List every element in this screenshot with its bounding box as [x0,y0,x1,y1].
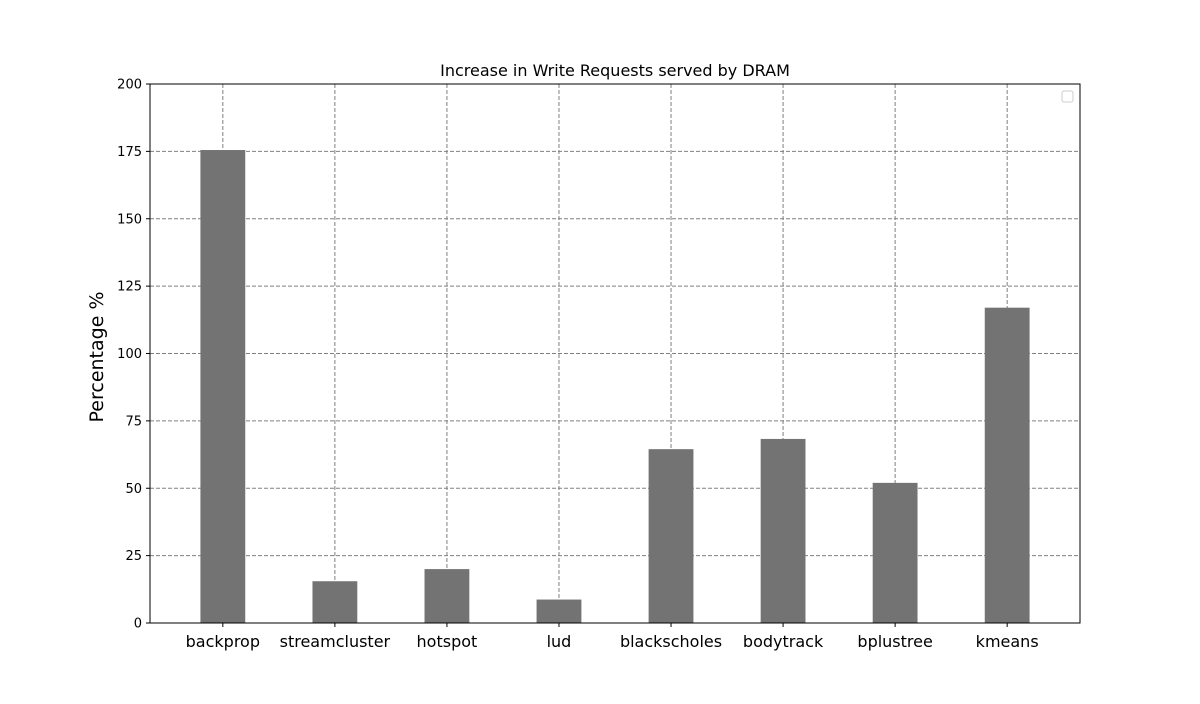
y-tick-label: 75 [125,414,142,429]
x-tick-label: backprop [186,632,260,651]
y-axis-ticks: 0 25 50 75 100 125 150 175 200 [117,78,150,632]
bar-blackscholes [648,449,694,623]
bar-bodytrack [760,438,806,623]
grid-lines [150,83,1080,624]
y-tick-label: 25 [125,549,142,564]
y-tick-label: 0 [134,617,142,632]
legend-box [1061,90,1074,103]
x-tick-label: lud [547,632,572,651]
y-tick-label: 100 [117,347,142,362]
x-tick-label: blackscholes [620,632,722,651]
bar-backprop [200,150,246,623]
y-tick-label: 50 [125,482,142,497]
bar-kmeans [984,307,1030,623]
bar-streamcluster [312,581,358,623]
chart-title: Increase in Write Requests served by DRA… [440,61,790,80]
x-tick-label: kmeans [976,632,1039,651]
bar-hotspot [424,569,470,623]
y-axis-label: Percentage % [86,292,108,423]
x-axis-ticks: backprop streamcluster hotspot lud blackscho… [186,623,1039,651]
y-tick-label: 200 [117,78,142,93]
y-tick-label: 175 [117,145,142,160]
x-tick-label: streamcluster [280,632,391,651]
y-tick-label: 125 [117,280,142,295]
bars [200,150,1030,623]
x-tick-label: bodytrack [743,632,824,651]
y-tick-label: 150 [117,212,142,227]
bar-lud [536,599,582,623]
bar-bplustree [872,482,918,623]
x-tick-label: bplustree [857,632,932,651]
x-tick-label: hotspot [417,632,478,651]
